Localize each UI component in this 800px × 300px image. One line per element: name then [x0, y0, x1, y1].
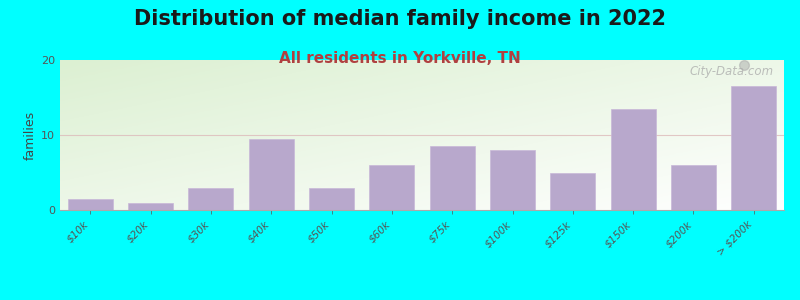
Bar — [249, 139, 294, 210]
Bar — [731, 86, 777, 210]
Y-axis label: families: families — [24, 110, 37, 160]
Text: Distribution of median family income in 2022: Distribution of median family income in … — [134, 9, 666, 29]
Bar — [610, 109, 656, 210]
Text: All residents in Yorkville, TN: All residents in Yorkville, TN — [279, 51, 521, 66]
Bar — [671, 165, 716, 210]
Bar — [188, 188, 234, 210]
Bar — [430, 146, 474, 210]
Bar — [490, 150, 535, 210]
Text: City-Data.com: City-Data.com — [689, 64, 773, 77]
Bar — [309, 188, 354, 210]
Bar — [370, 165, 414, 210]
Bar — [550, 172, 595, 210]
Bar — [67, 199, 113, 210]
Bar — [128, 202, 173, 210]
